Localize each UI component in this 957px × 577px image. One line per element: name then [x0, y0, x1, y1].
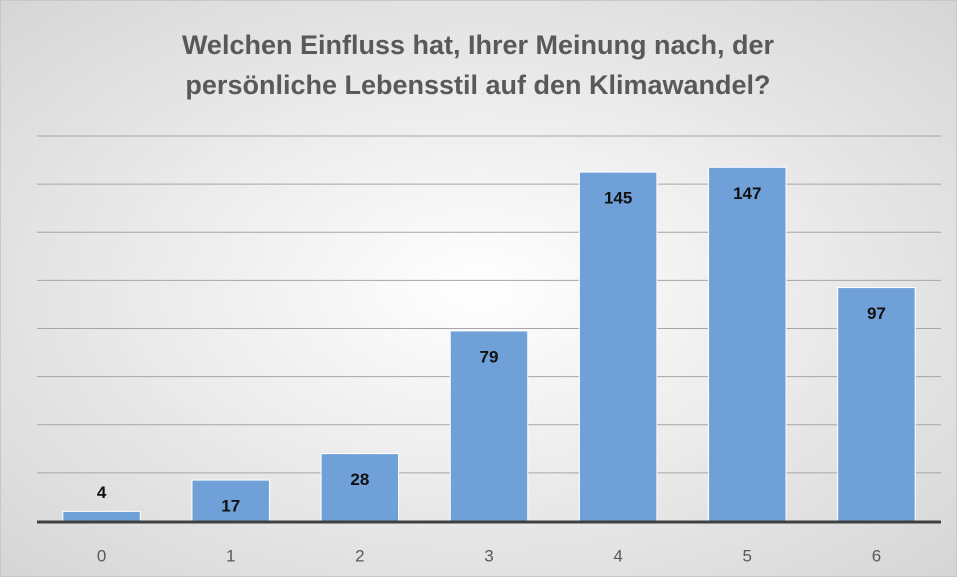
x-tick-label: 4: [613, 546, 622, 565]
bar: [578, 171, 658, 522]
value-label: 97: [867, 304, 886, 323]
bar: [708, 166, 787, 522]
x-tick-label: 5: [743, 546, 752, 565]
x-tick-label: 2: [355, 546, 364, 565]
x-tick-label: 0: [97, 546, 106, 565]
value-label: 4: [97, 483, 107, 502]
value-label: 28: [350, 470, 369, 489]
chart-title: persönliche Lebensstil auf den Klimawand…: [185, 70, 770, 100]
value-label: 17: [221, 497, 240, 516]
value-label: 147: [733, 184, 761, 203]
value-label: 145: [604, 189, 632, 208]
bar: [62, 510, 141, 522]
value-label: 79: [480, 347, 499, 366]
x-tick-label: 6: [872, 546, 881, 565]
x-tick-label: 3: [484, 546, 493, 565]
x-tick-label: 1: [226, 546, 235, 565]
chart-title: Welchen Einfluss hat, Ihrer Meinung nach…: [182, 30, 775, 60]
